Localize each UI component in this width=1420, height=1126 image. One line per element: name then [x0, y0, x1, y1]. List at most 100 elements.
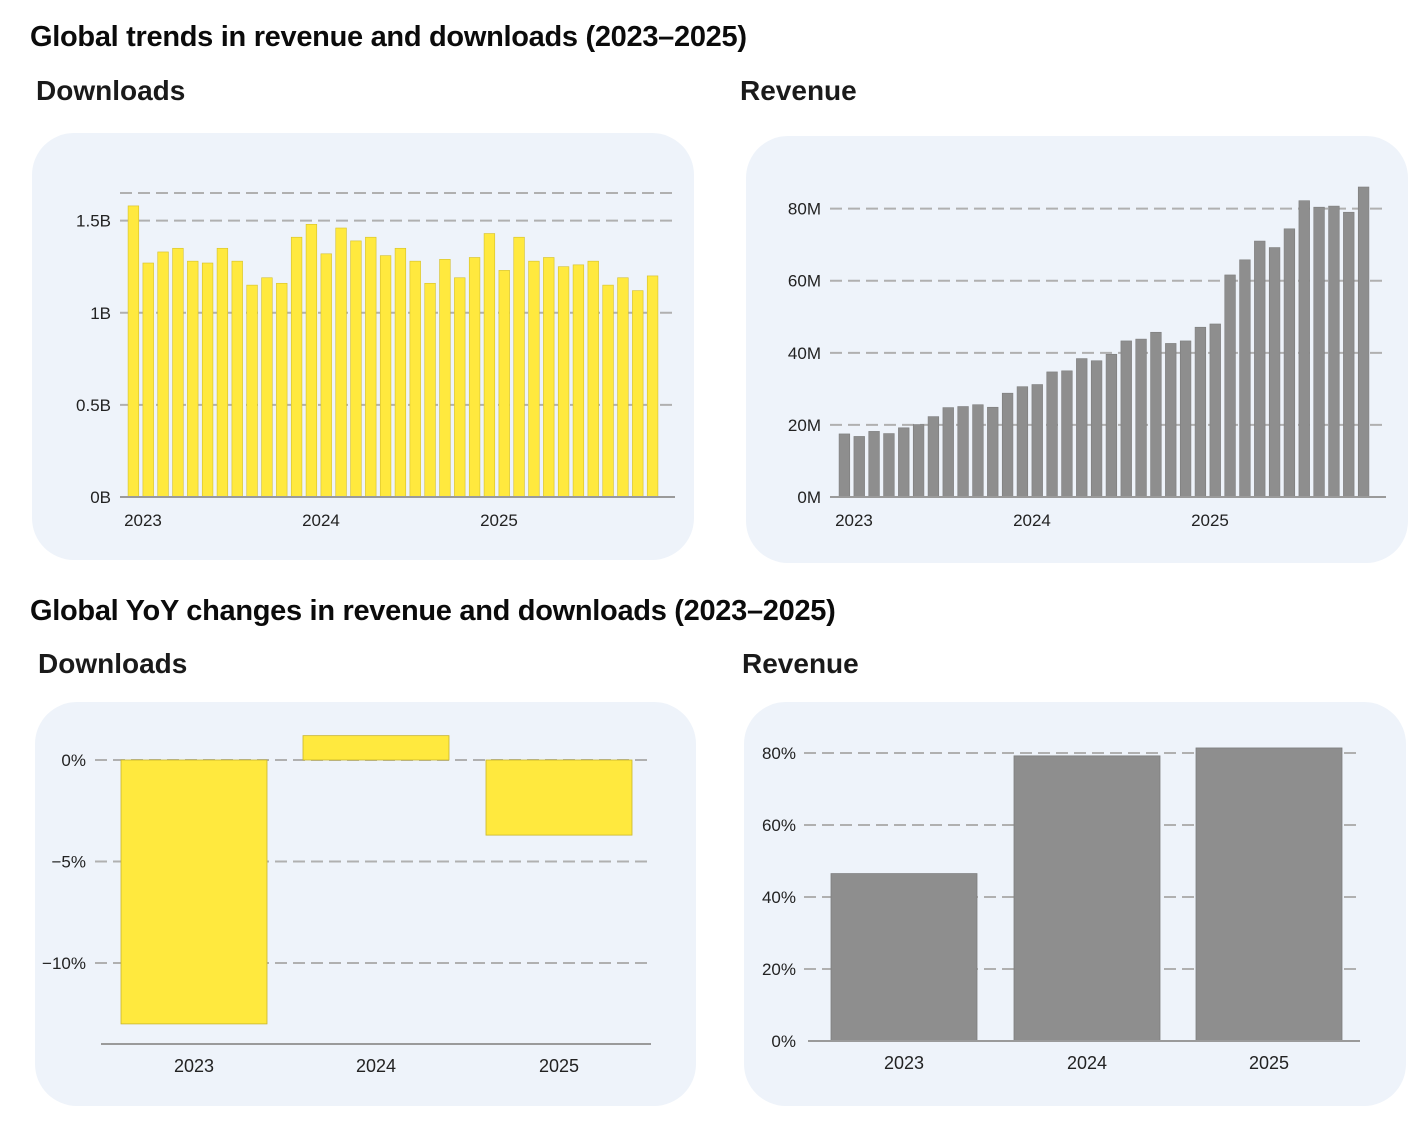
y-tick-label: 80%	[762, 744, 796, 763]
yoy-revenue-panel-title: Revenue	[742, 648, 859, 679]
bar	[1031, 384, 1043, 498]
bar	[883, 433, 895, 498]
revenue-panel-title: Revenue	[740, 75, 857, 106]
bar	[290, 236, 303, 498]
bar	[1165, 343, 1177, 498]
y-tick-label: 40M	[788, 344, 821, 363]
y-tick-label: 0M	[797, 488, 821, 507]
trends-section-title: Global trends in revenue and downloads (…	[30, 21, 747, 53]
y-tick-label: 0.5B	[76, 396, 111, 415]
bar	[646, 275, 659, 498]
bar	[1013, 755, 1161, 1042]
bar	[142, 262, 154, 498]
bar	[424, 282, 436, 498]
bar	[868, 431, 880, 498]
y-tick-label: 0%	[771, 1032, 796, 1051]
bar	[365, 236, 377, 498]
bar	[1179, 340, 1192, 498]
bar	[942, 407, 954, 498]
bar	[1313, 206, 1325, 498]
bar	[1194, 326, 1207, 498]
x-tick-label: 2024	[302, 511, 340, 530]
bar	[1061, 370, 1073, 498]
bar	[1224, 274, 1236, 498]
bar	[617, 277, 629, 498]
bar	[483, 233, 496, 498]
bar	[1328, 205, 1340, 498]
bar	[513, 236, 525, 498]
bar	[543, 257, 555, 498]
bar	[439, 259, 451, 498]
y-tick-label: −5%	[52, 853, 87, 872]
y-tick-label: 0B	[90, 488, 111, 507]
bar	[602, 284, 614, 498]
bar	[1283, 228, 1296, 498]
bar	[1209, 323, 1221, 498]
bar	[246, 284, 258, 498]
bar	[1150, 331, 1162, 498]
yoy-revenue-chart: 0% 20% 40% 60% 80% 2023 2024 2025	[762, 744, 1360, 1073]
bar	[830, 873, 978, 1042]
x-tick-label: 2025	[539, 1056, 579, 1076]
yoy-section-title: Global YoY changes in revenue and downlo…	[30, 595, 836, 627]
yoy-downloads-chart: 0% −5% −10% 2023 2024 2025	[42, 735, 651, 1076]
bar	[335, 227, 347, 498]
bar	[305, 224, 318, 498]
bar	[853, 436, 865, 498]
bar	[172, 247, 184, 498]
bar	[557, 266, 570, 498]
bar	[912, 424, 925, 498]
y-tick-label: 40%	[762, 888, 796, 907]
downloads-trend-chart: 0B 0.5B 1B 1.5B 2023 2024 2025	[76, 192, 675, 530]
bar	[320, 253, 332, 498]
bar	[276, 282, 288, 498]
bar	[1298, 200, 1310, 498]
bar	[127, 205, 140, 498]
bar	[120, 759, 268, 1025]
bar	[528, 260, 540, 498]
x-tick-label: 2023	[835, 511, 873, 530]
bar	[216, 247, 229, 498]
x-tick-label: 2025	[1249, 1053, 1289, 1073]
bar	[454, 277, 466, 498]
bar	[1268, 247, 1281, 498]
y-tick-label: −10%	[42, 954, 86, 973]
bar	[409, 260, 421, 498]
x-tick-label: 2024	[356, 1056, 396, 1076]
bar	[1076, 358, 1088, 498]
x-tick-label: 2023	[174, 1056, 214, 1076]
bar	[187, 260, 199, 498]
bar	[157, 251, 169, 498]
bar	[1239, 259, 1251, 498]
y-tick-label: 1B	[90, 304, 111, 323]
x-tick-label: 2023	[124, 511, 162, 530]
y-tick-label: 60M	[788, 272, 821, 291]
bar	[1195, 747, 1343, 1042]
bar	[898, 427, 910, 498]
yoy-downloads-card: 0% −5% −10% 2023 2024 2025	[35, 702, 696, 1106]
bar	[1357, 186, 1370, 498]
bar	[1016, 386, 1029, 498]
revenue-trend-chart: 0M 20M 40M 60M 80M 2023 2024 2025	[788, 186, 1386, 530]
bar	[394, 247, 407, 498]
bar	[587, 260, 599, 498]
y-tick-label: 0%	[61, 751, 86, 770]
y-tick-label: 80M	[788, 200, 821, 219]
yoy-downloads-panel-title: Downloads	[38, 648, 188, 679]
bar	[1090, 360, 1103, 498]
bar	[468, 257, 481, 498]
bar	[1254, 240, 1266, 498]
y-tick-label: 60%	[762, 816, 796, 835]
downloads-trend-card: 0B 0.5B 1B 1.5B 2023 2024 2025	[32, 133, 694, 560]
x-tick-label: 2023	[884, 1053, 924, 1073]
bar	[1046, 371, 1058, 498]
bar	[350, 240, 362, 498]
bar	[231, 260, 243, 498]
y-tick-label: 20%	[762, 960, 796, 979]
bar	[1120, 340, 1132, 498]
x-tick-label: 2024	[1067, 1053, 1107, 1073]
bar	[572, 264, 585, 498]
x-tick-label: 2025	[480, 511, 518, 530]
yoy-revenue-card: 0% 20% 40% 60% 80% 2023 2024 2025	[744, 702, 1406, 1106]
bar	[838, 433, 851, 498]
